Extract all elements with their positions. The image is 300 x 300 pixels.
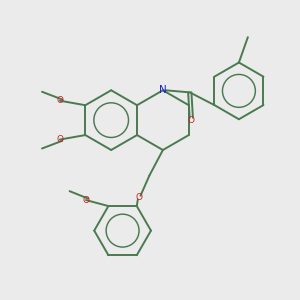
- Text: O: O: [56, 96, 63, 105]
- Text: O: O: [82, 196, 89, 205]
- Text: O: O: [136, 193, 142, 202]
- Text: N: N: [159, 85, 167, 95]
- Text: O: O: [188, 116, 195, 124]
- Text: O: O: [56, 135, 63, 144]
